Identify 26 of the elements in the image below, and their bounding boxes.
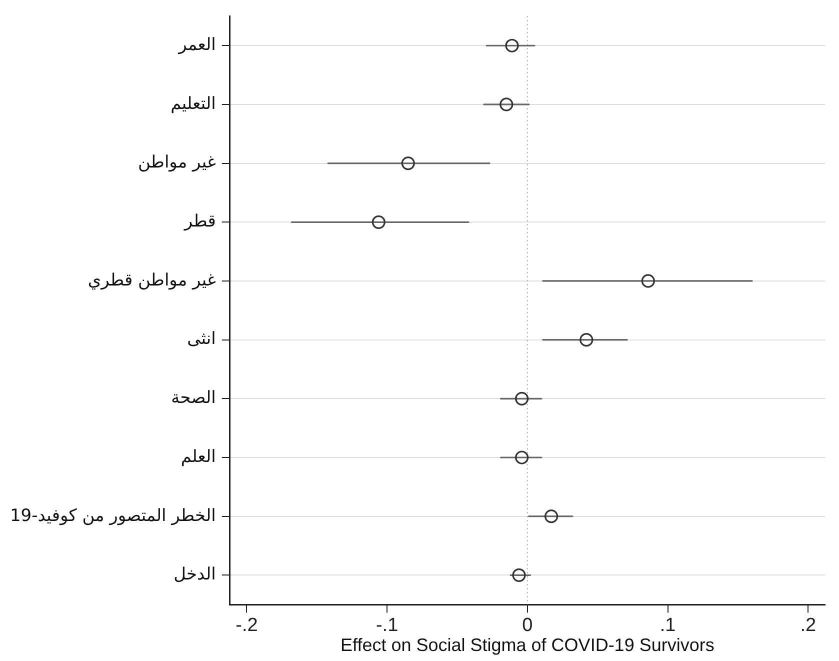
x-tick-label: -.1 [376, 615, 398, 636]
point [512, 568, 526, 582]
y-tick-label: الخطر المتصور من كوفيد-19 [10, 506, 216, 526]
point [505, 38, 519, 52]
y-tick-label: الصحة [171, 388, 216, 408]
x-tick-label: -.2 [236, 615, 258, 636]
y-tick-label: غير مواطن قطري [88, 270, 216, 290]
y-tick-label: التعليم [170, 94, 216, 114]
x-tick-label: .2 [800, 615, 816, 636]
y-tick-label: قطر [183, 212, 216, 232]
point [500, 98, 514, 112]
y-tick-label: غير مواطن [138, 152, 216, 173]
y-tick-label: الدخل [174, 564, 216, 585]
x-tick-label: 0 [522, 615, 533, 636]
point [372, 215, 386, 229]
point [401, 156, 415, 170]
point [515, 392, 529, 406]
x-tick-label: .1 [660, 615, 676, 636]
point [580, 333, 594, 347]
point [544, 510, 558, 524]
x-axis-title: Effect on Social Stigma of COVID-19 Survivors [340, 635, 714, 656]
y-tick-label: العلم [180, 446, 216, 467]
point [515, 450, 529, 464]
y-tick-label: انثى [187, 329, 216, 350]
point [641, 274, 655, 288]
y-tick-label: العمر [178, 35, 216, 56]
